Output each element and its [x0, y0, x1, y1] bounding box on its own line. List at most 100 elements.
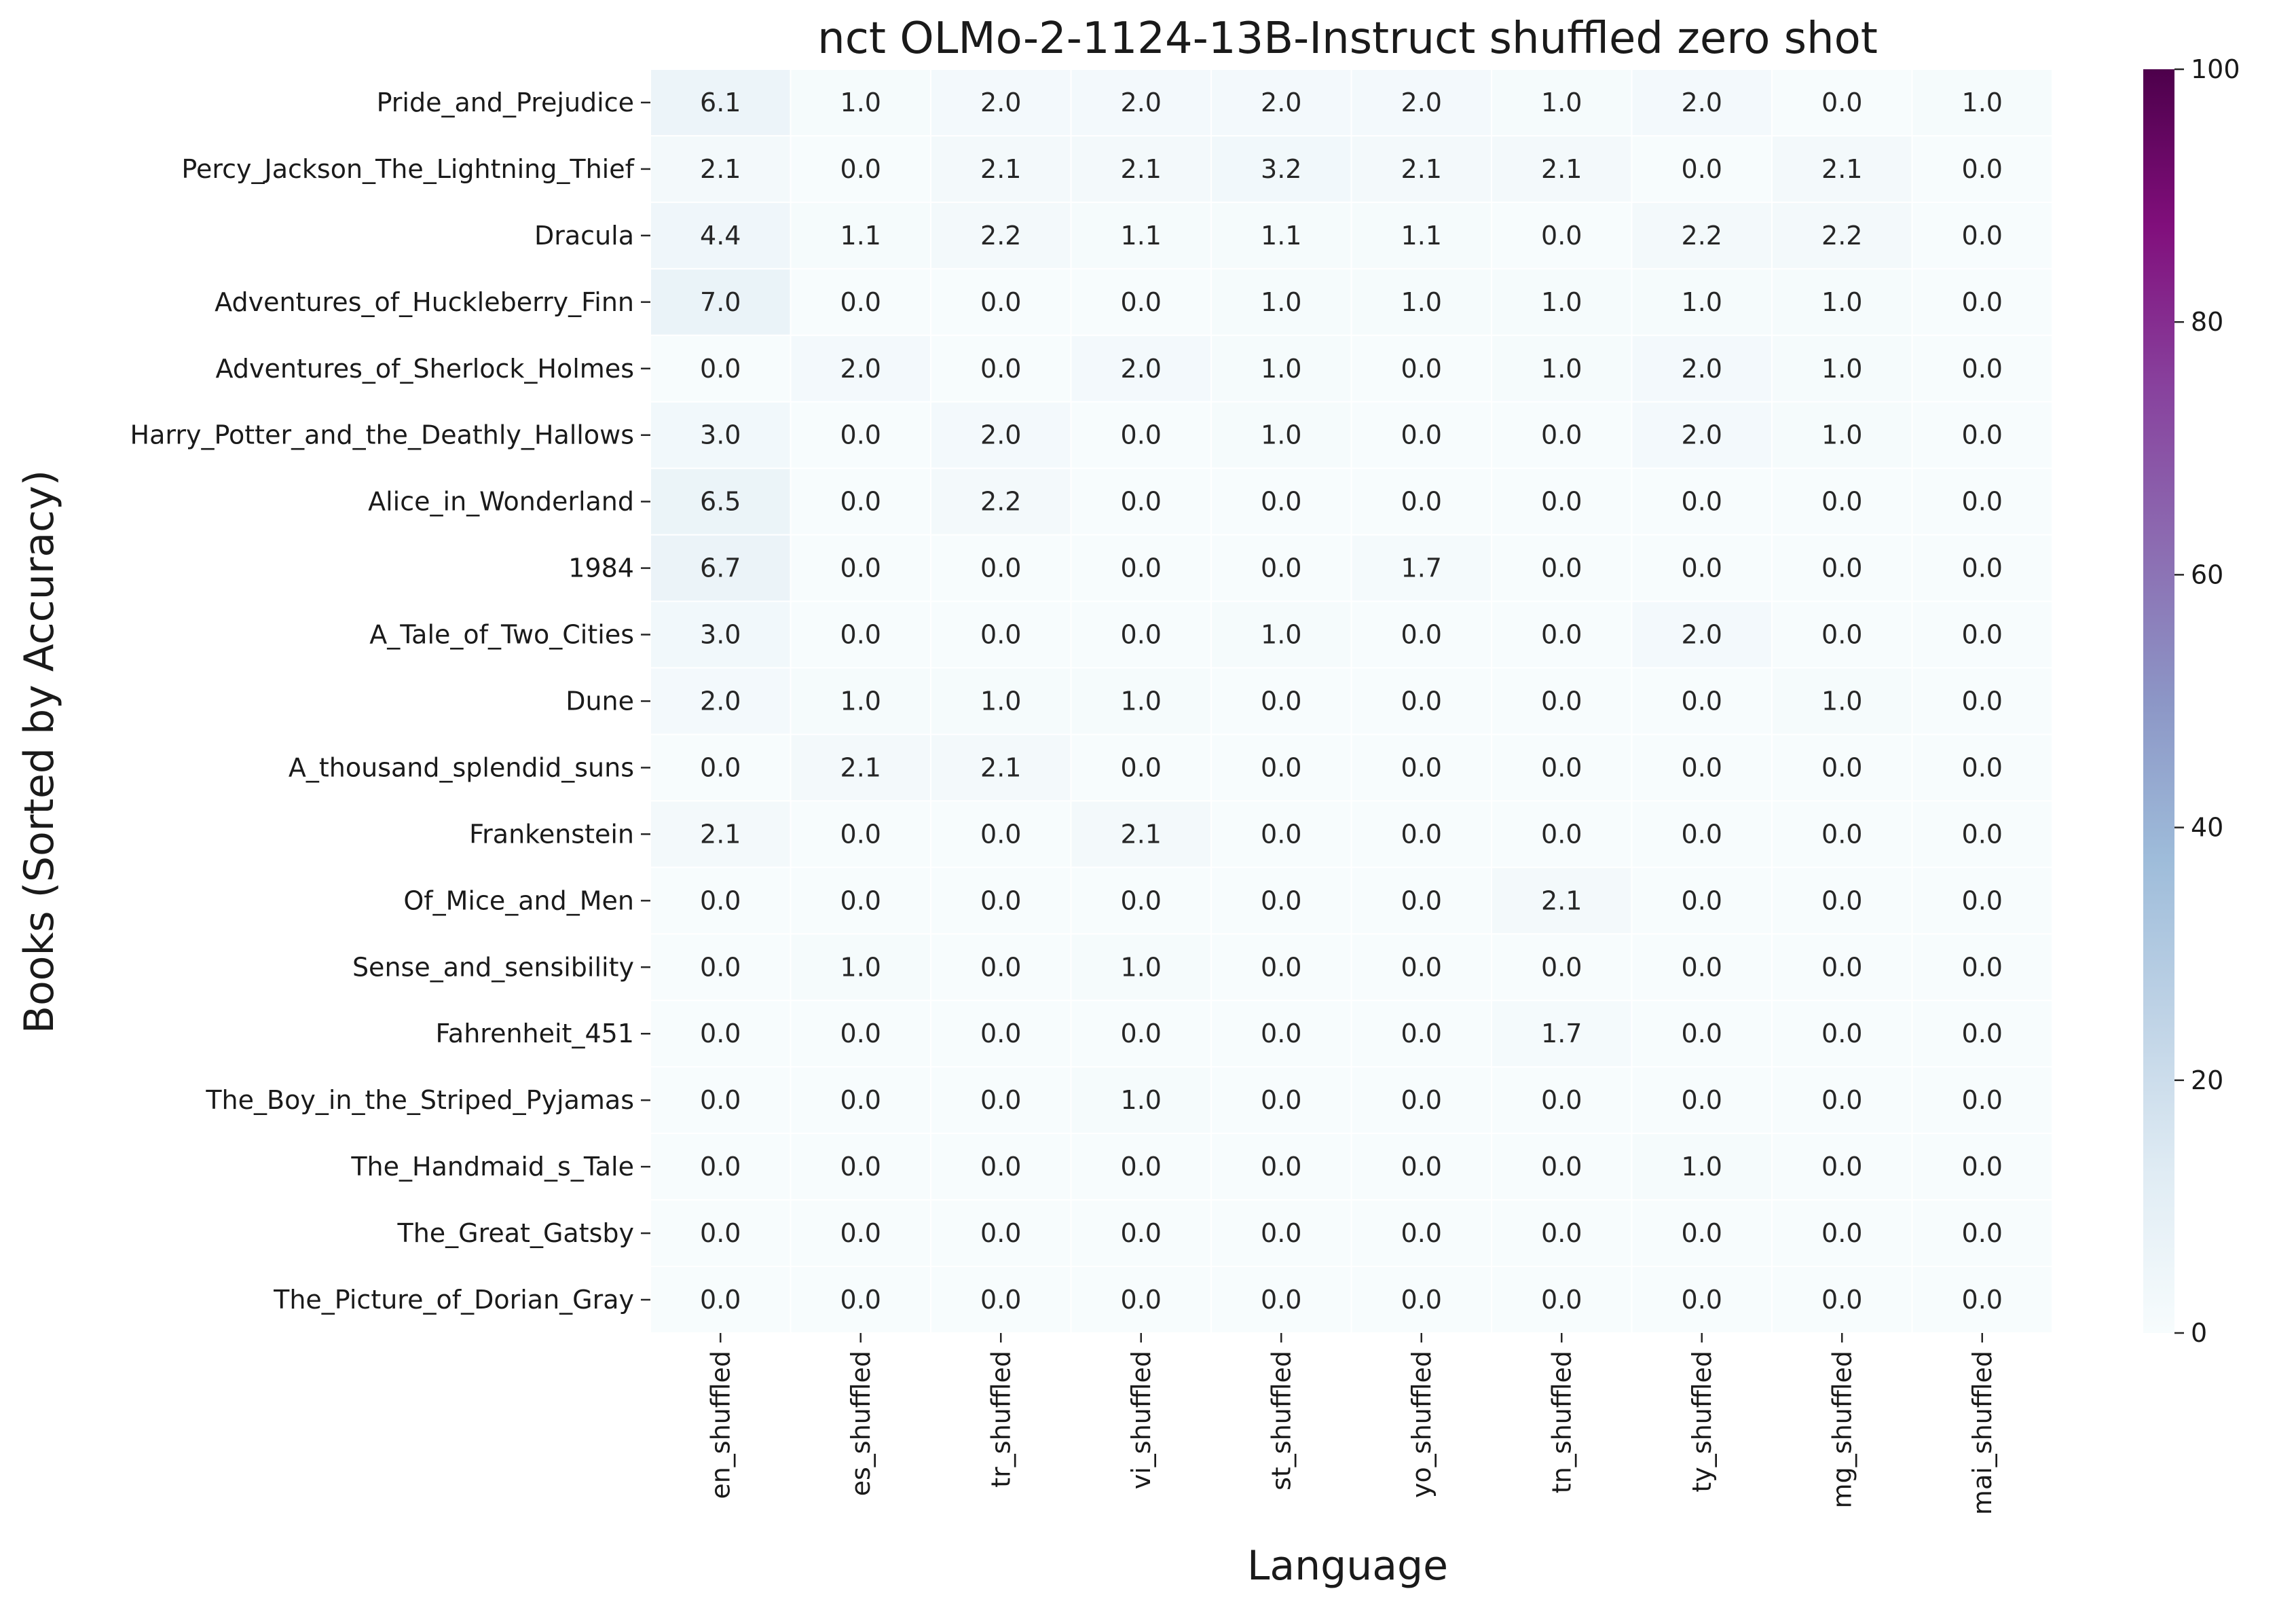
heatmap-cell [790, 1133, 931, 1201]
heatmap-cell [1911, 800, 2053, 869]
y-tick-label: The_Boy_in_the_Striped_Pyjamas [205, 1085, 634, 1115]
heatmap-cell [650, 467, 792, 536]
heatmap-cell [1911, 134, 2053, 203]
x-tick-label: vi_shuffled [1126, 1351, 1156, 1489]
heatmap-cell [1070, 134, 1212, 203]
cell-value-label: 0.0 [980, 1218, 1021, 1248]
colorbar-bar [2143, 69, 2174, 1333]
cell-value-label: 0.0 [1962, 1085, 2003, 1115]
heatmap-cell [650, 1133, 792, 1201]
x-tick-label: tr_shuffled [986, 1351, 1016, 1488]
heatmap-cell [1911, 1199, 2053, 1268]
cell-value-label: 2.0 [1682, 620, 1722, 650]
cell-value-label: 0.0 [1962, 487, 2003, 517]
cell-value-label: 2.2 [980, 221, 1021, 251]
cell-value-label: 0.0 [1121, 620, 1162, 650]
cell-value-label: 0.0 [1962, 354, 2003, 384]
x-axis-label: Language [1247, 1542, 1448, 1590]
cell-value-label: 0.0 [1261, 752, 1301, 782]
cell-value-label: 0.0 [1962, 553, 2003, 583]
cell-value-label: 0.0 [840, 553, 881, 583]
heatmap-cell [790, 600, 931, 669]
cell-value-label: 1.0 [980, 687, 1021, 716]
cell-value-label: 0.0 [1121, 752, 1162, 782]
cell-value-label: 0.0 [1541, 687, 1582, 716]
heatmap-cell [1631, 933, 1773, 1002]
cell-value-label: 0.0 [980, 1285, 1021, 1315]
heatmap-cell [1631, 134, 1773, 203]
cell-value-label: 1.0 [1261, 354, 1301, 384]
heatmap-cell [1491, 1266, 1633, 1334]
cell-value-label: 0.0 [1401, 420, 1442, 450]
y-tick-label: A_thousand_splendid_suns [289, 752, 634, 782]
cell-value-label: 0.0 [1541, 620, 1582, 650]
heatmap-cell [1070, 866, 1212, 935]
heatmap-cell [1631, 534, 1773, 602]
cell-value-label: 1.0 [840, 88, 881, 117]
cell-value-label: 3.2 [1261, 154, 1301, 184]
cell-value-label: 0.0 [700, 1218, 741, 1248]
cell-value-label: 0.0 [1541, 1152, 1582, 1182]
heatmap-cell [1350, 534, 1492, 602]
heatmap-cell [1911, 933, 2053, 1002]
cell-value-label: 0.0 [1962, 287, 2003, 317]
heatmap-cell [1491, 467, 1633, 536]
heatmap-cell [790, 69, 931, 136]
cell-value-label: 0.0 [1962, 885, 2003, 915]
colorbar-tick-label: 40 [2191, 813, 2223, 843]
cell-value-label: 0.0 [1821, 752, 1862, 782]
cell-value-label: 0.0 [1682, 487, 1722, 517]
cell-value-label: 2.0 [1121, 354, 1162, 384]
colorbar-tick-label: 80 [2191, 307, 2223, 337]
x-axis-ticks: en_shuffled es_shuffled tr_shuffled vi_shuf… [705, 1333, 1997, 1515]
colorbar: 0 20 40 60 80 100 [2143, 54, 2240, 1348]
cell-value-label: 0.0 [1821, 487, 1862, 517]
y-tick-label: Sense_and_sensibility [352, 952, 634, 982]
heatmap-cell [1911, 1066, 2053, 1135]
cell-value-label: 0.0 [980, 287, 1021, 317]
cell-value-label: 0.0 [1821, 88, 1862, 117]
cell-value-label: 2.0 [1261, 88, 1301, 117]
cell-value-label: 0.0 [840, 1019, 881, 1048]
cell-value-label: 0.0 [980, 620, 1021, 650]
cell-value-label: 0.0 [1401, 1019, 1442, 1048]
y-tick-label: The_Great_Gatsby [396, 1218, 634, 1248]
cell-value-label: 0.0 [1261, 553, 1301, 583]
cell-value-label: 0.0 [1541, 819, 1582, 849]
cell-value-label: 0.0 [980, 1019, 1021, 1048]
cell-value-label: 0.0 [1962, 221, 2003, 251]
cell-value-label: 1.1 [840, 221, 881, 251]
heatmap-cell [1631, 1133, 1773, 1201]
heatmap-cell [1771, 800, 1913, 869]
cell-value-label: 0.0 [1121, 885, 1162, 915]
cell-value-label: 0.0 [1401, 1285, 1442, 1315]
x-tick-label: st_shuffled [1266, 1351, 1296, 1491]
y-tick-label: The_Picture_of_Dorian_Gray [273, 1285, 634, 1315]
cell-value-label: 1.7 [1541, 1019, 1582, 1048]
heatmap-cell [1070, 1133, 1212, 1201]
heatmap-cell [790, 1199, 931, 1268]
heatmap-cell [1491, 667, 1633, 735]
cell-value-label: 0.0 [1962, 420, 2003, 450]
cell-value-label: 0.0 [1401, 819, 1442, 849]
heatmap-cell [1771, 334, 1913, 403]
y-tick-label: Pride_and_Prejudice [377, 88, 634, 117]
cell-value-label: 1.0 [1682, 287, 1722, 317]
cell-value-label: 0.0 [840, 819, 881, 849]
heatmap-cell [1631, 1199, 1773, 1268]
cell-value-label: 0.0 [1682, 752, 1722, 782]
cell-value-label: 0.0 [1261, 687, 1301, 716]
cell-value-label: 2.1 [1401, 154, 1442, 184]
cell-value-label: 2.0 [980, 88, 1021, 117]
cell-value-label: 0.0 [1962, 1152, 2003, 1182]
heatmap-cell [1210, 800, 1352, 869]
cell-value-label: 0.0 [1261, 1285, 1301, 1315]
heatmap-cell [790, 1266, 931, 1334]
heatmap-cell [1911, 866, 2053, 935]
cell-value-label: 1.0 [1962, 88, 2003, 117]
cell-value-label: 0.0 [1261, 1218, 1301, 1248]
heatmap-cell [790, 733, 931, 802]
colorbar-tick-label: 0 [2191, 1318, 2207, 1348]
heatmap-cell [1771, 600, 1913, 669]
heatmap-cell [790, 866, 931, 935]
